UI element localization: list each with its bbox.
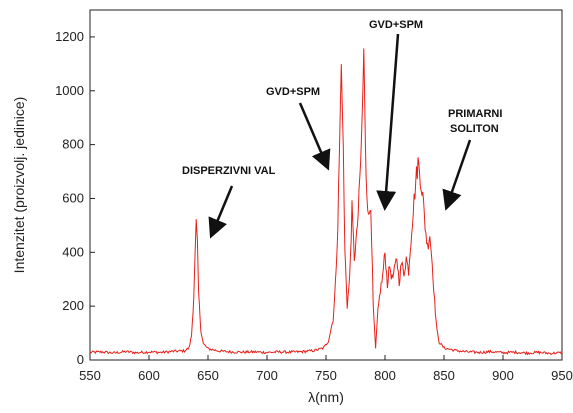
spectrum-line [89,48,563,356]
y-tick-label: 800 [62,137,84,152]
y-tick-label: 0 [77,352,84,367]
annotation-disperzivni-val: DISPERZIVNI VAL [182,165,276,177]
y-axis-label: Intenzitet (proizvolj. jedinice) [11,97,27,274]
x-tick-label: 700 [256,368,278,383]
x-tick-label: 800 [374,368,396,383]
annotation-gvd-spm-left: GVD+SPM [266,86,320,98]
x-tick-label: 600 [138,368,160,383]
y-tick-label: 600 [62,190,84,205]
annotation-soliton: SOLITON [450,123,499,135]
x-tick-label: 850 [433,368,455,383]
annotation-primarni: PRIMARNI [448,108,502,120]
annotation-gvd-spm-top: GVD+SPM [369,19,423,31]
y-tick-label: 200 [62,298,84,313]
plot-frame [89,9,563,361]
x-tick-label: 750 [315,368,337,383]
arrow-gvd-spm-top [376,33,400,211]
x-tick-label: 950 [551,368,573,383]
arrow-disperzivni-val [208,185,234,239]
axis-ticks: 550 600 650 700 750 800 850 900 950 0 200 400 600 800… [55,29,573,383]
x-tick-label: 550 [79,368,101,383]
y-tick-label: 1000 [55,83,84,98]
y-tick-label: 400 [62,244,84,259]
y-tick-label: 1200 [55,29,84,44]
arrow-gvd-spm-left [298,102,331,171]
arrow-primarni-soliton [442,139,472,211]
x-axis-label: λ(nm) [308,389,344,405]
x-tick-label: 650 [197,368,219,383]
x-tick-label: 900 [492,368,514,383]
